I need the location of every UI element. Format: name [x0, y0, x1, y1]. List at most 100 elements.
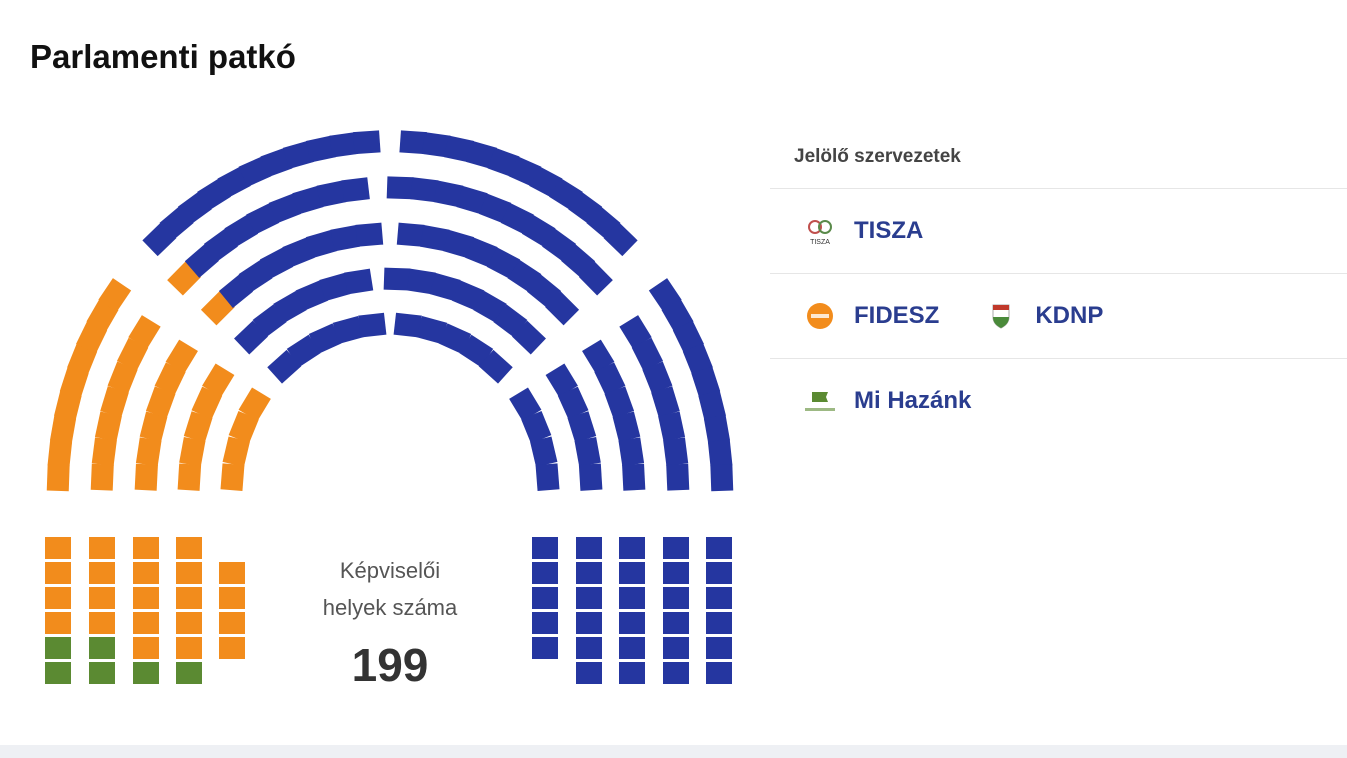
- seat-tisza: [663, 662, 689, 684]
- seat-fidesz-kdnp: [46, 464, 70, 492]
- seat-fidesz-kdnp: [133, 637, 159, 659]
- seat-tisza: [521, 411, 552, 444]
- seat-fidesz-kdnp: [133, 587, 159, 609]
- seat-fidesz-kdnp: [128, 315, 161, 349]
- seat-tisza: [532, 612, 558, 634]
- seat-tisza: [612, 411, 641, 443]
- seat-tisza: [465, 140, 498, 170]
- seat-fidesz-kdnp: [54, 390, 82, 421]
- seat-tisza: [530, 436, 558, 467]
- page-title: Parlamenti patkó: [30, 38, 296, 75]
- seat-tisza: [682, 343, 713, 376]
- seat-tisza: [567, 411, 597, 443]
- seat-tisza: [578, 261, 613, 296]
- seat-fidesz-kdnp: [59, 366, 89, 399]
- legend-item-fidesz[interactable]: FIDESZ: [802, 301, 939, 331]
- legend-item-mi-hazank[interactable]: Mi Hazánk: [802, 386, 971, 416]
- seat-fidesz-kdnp: [219, 612, 245, 634]
- seat-tisza: [246, 203, 280, 235]
- seat-mi-haz-nk: [176, 662, 202, 684]
- legend-item-kdnp[interactable]: KDNP: [983, 301, 1103, 331]
- seat-tisza: [582, 339, 615, 374]
- seat-tisza: [451, 280, 485, 311]
- seat-tisza: [706, 537, 732, 559]
- seat-tisza: [358, 312, 387, 338]
- center-label-line2: helyek száma: [322, 595, 458, 620]
- party-name: FIDESZ: [854, 302, 940, 329]
- seat-tisza: [459, 334, 494, 368]
- seat-tisza: [344, 268, 374, 295]
- seat-fidesz-kdnp: [165, 339, 198, 374]
- kdnp-logo-icon: [983, 301, 1019, 331]
- seat-tisza: [393, 312, 422, 338]
- seat-tisza: [651, 386, 680, 418]
- seat-fidesz-kdnp: [67, 343, 98, 376]
- seat-tisza: [574, 436, 601, 467]
- seat-mi-haz-nk: [45, 637, 71, 659]
- seat-fidesz-kdnp: [176, 537, 202, 559]
- seat-tisza: [386, 176, 414, 200]
- seat-tisza: [619, 662, 645, 684]
- seat-tisza: [619, 612, 645, 634]
- seat-mi-haz-nk: [133, 662, 159, 684]
- seat-tisza: [478, 349, 513, 384]
- seat-tisza: [576, 587, 602, 609]
- seat-tisza: [238, 259, 273, 293]
- seat-tisza: [604, 386, 635, 419]
- seat-tisza: [532, 587, 558, 609]
- seat-fidesz-kdnp: [89, 612, 115, 634]
- seat-tisza: [224, 214, 259, 248]
- seat-fidesz-kdnp: [90, 463, 114, 491]
- seat-tisza: [286, 334, 321, 368]
- seat-tisza: [330, 224, 361, 252]
- seat-tisza: [355, 222, 384, 247]
- legend-row: TISZA TISZA: [770, 189, 1347, 274]
- seat-tisza: [576, 662, 602, 684]
- seat-tisza: [383, 267, 411, 291]
- seat-fidesz-kdnp: [49, 414, 77, 445]
- seat-tisza: [545, 363, 578, 398]
- seat-fidesz-kdnp: [91, 437, 117, 467]
- seat-fidesz-kdnp: [145, 386, 176, 419]
- seat-tisza: [663, 637, 689, 659]
- seat-fidesz-kdnp: [219, 587, 245, 609]
- seat-fidesz-kdnp: [220, 463, 245, 491]
- seat-tisza: [295, 280, 329, 311]
- seat-tisza: [319, 272, 351, 302]
- seat-fidesz-kdnp: [134, 463, 158, 491]
- seat-tisza: [252, 304, 287, 338]
- seat-tisza: [282, 140, 315, 170]
- seat-tisza: [631, 337, 664, 371]
- seat-fidesz-kdnp: [133, 537, 159, 559]
- seat-tisza: [642, 361, 673, 394]
- seat-mi-haz-nk: [45, 662, 71, 684]
- seat-tisza: [419, 224, 450, 252]
- seat-tisza: [603, 222, 638, 257]
- legend: Jelölő szervezetek TISZA TISZA FIDESZ KD…: [770, 130, 1347, 443]
- svg-text:TISZA: TISZA: [810, 239, 830, 246]
- seat-fidesz-kdnp: [179, 436, 206, 467]
- seat-tisza: [532, 562, 558, 584]
- seat-tisza: [619, 637, 645, 659]
- seat-tisza: [521, 214, 556, 248]
- seat-fidesz-kdnp: [135, 437, 162, 467]
- center-label-line1: Képviselői: [339, 558, 441, 583]
- seat-tisza: [576, 612, 602, 634]
- party-name: TISZA: [854, 217, 924, 244]
- seat-tisza: [706, 637, 732, 659]
- tisza-logo-icon: TISZA: [802, 216, 838, 246]
- seat-fidesz-kdnp: [89, 562, 115, 584]
- seat-tisza: [329, 132, 359, 158]
- seat-tisza: [473, 290, 507, 323]
- seat-tisza: [663, 612, 689, 634]
- legend-item-tisza[interactable]: TISZA TISZA: [802, 216, 923, 246]
- seat-tisza: [478, 193, 512, 224]
- seat-tisza: [618, 437, 645, 467]
- seat-tisza: [511, 320, 546, 355]
- seat-tisza: [507, 259, 542, 293]
- seat-fidesz-kdnp: [177, 463, 202, 491]
- seat-tisza: [396, 222, 425, 247]
- party-name: KDNP: [1035, 302, 1104, 329]
- seat-tisza: [433, 180, 464, 208]
- seat-tisza: [663, 437, 689, 467]
